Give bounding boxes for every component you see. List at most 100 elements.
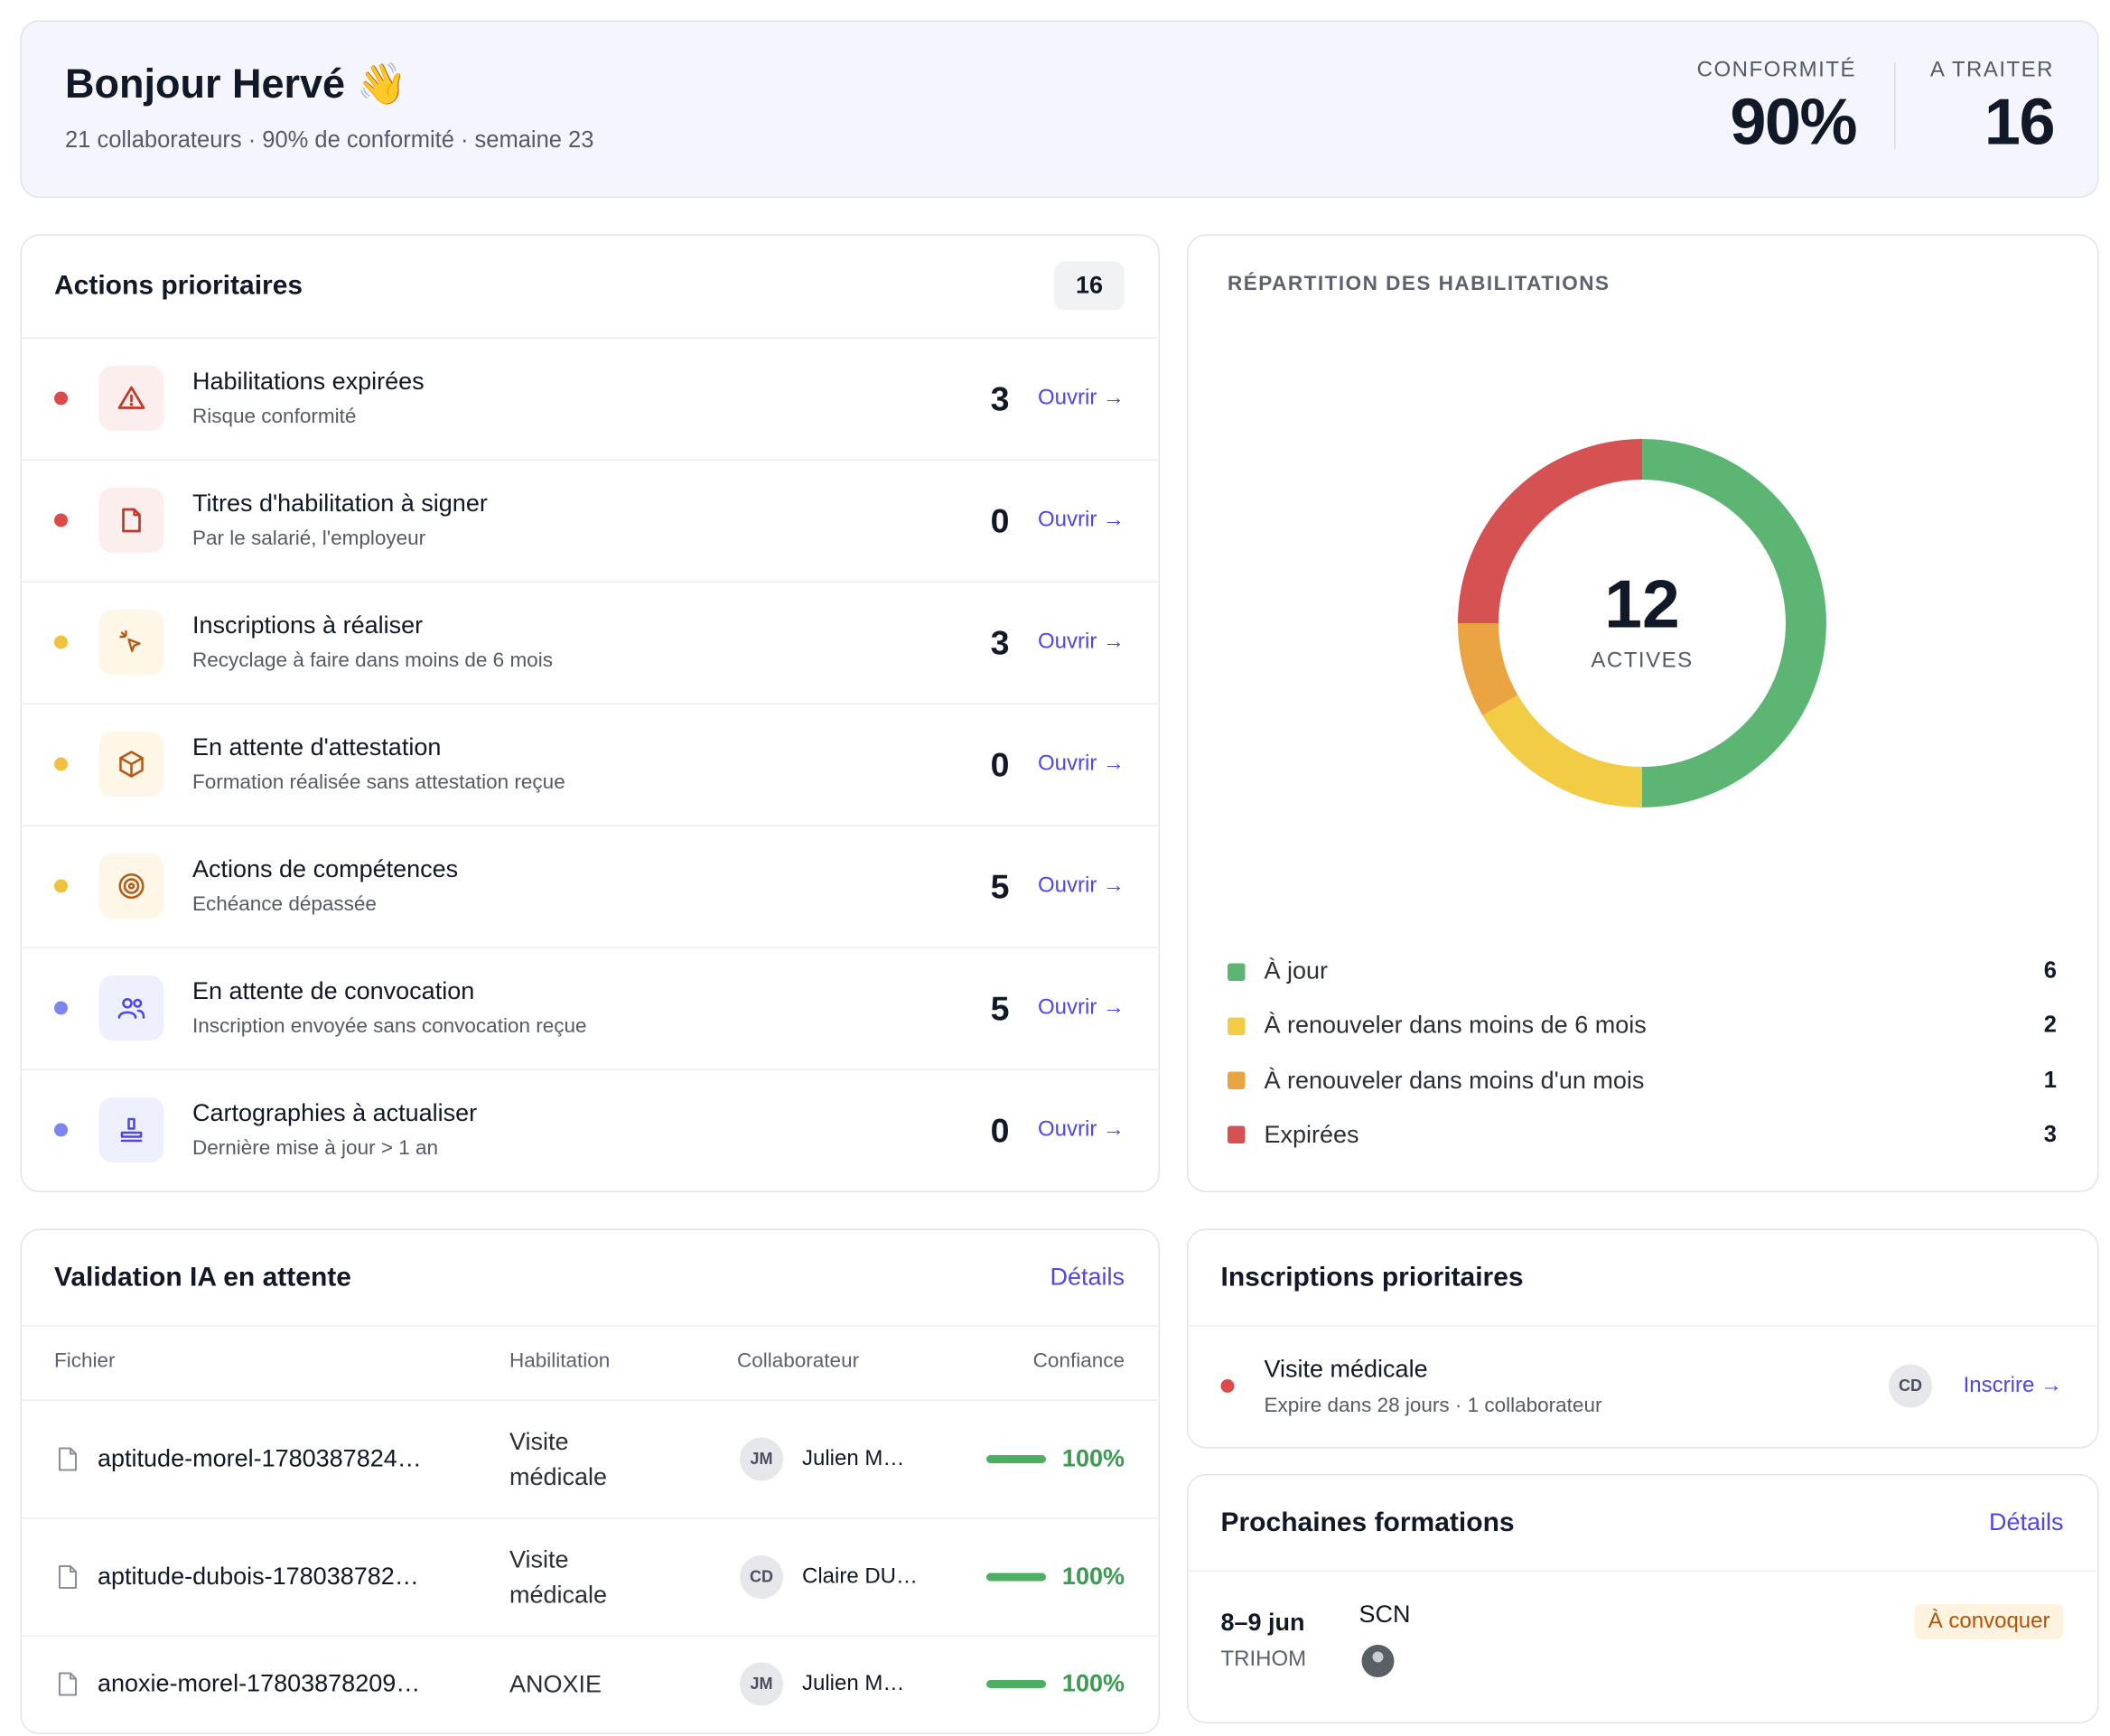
icon-shape xyxy=(58,1564,78,1589)
file-name: aptitude-dubois-178038782… xyxy=(98,1562,419,1590)
header-subtitle: 21 collaborateurs · 90% de conformité · … xyxy=(65,126,594,154)
inscriptions-card xyxy=(1187,1228,2099,1449)
icon-shape xyxy=(119,756,144,778)
divider xyxy=(20,703,1160,705)
collaborator: Claire DU… xyxy=(802,1564,919,1588)
action-icon xyxy=(119,751,144,778)
trainings-card xyxy=(1187,1474,2099,1723)
action-subtitle: Dernière mise à jour > 1 an xyxy=(192,1136,439,1161)
collaborator: Julien M… xyxy=(802,1672,905,1696)
actions-title: Actions prioritaires xyxy=(54,271,303,301)
legend-value: 3 xyxy=(2043,1121,2057,1148)
action-subtitle: Inscription envoyée sans convocation reç… xyxy=(192,1014,587,1039)
open-link[interactable]: Ouvrir → xyxy=(1038,996,1125,1020)
divider xyxy=(20,1517,1160,1519)
training-name: SCN xyxy=(1358,1600,1411,1628)
severity-dot xyxy=(54,1123,68,1137)
icon-box xyxy=(98,1097,164,1162)
action-title: Inscriptions à réaliser xyxy=(192,611,424,639)
details-link[interactable]: Détails xyxy=(1988,1507,2064,1535)
divider xyxy=(20,337,1160,339)
avatar-initials: JM xyxy=(750,1674,773,1694)
header-card xyxy=(20,20,2099,198)
action-subtitle: Risque conformité xyxy=(192,405,357,429)
file-name: anoxie-morel-17803878209… xyxy=(98,1669,421,1697)
divider xyxy=(20,1069,1160,1070)
donut-total-label: ACTIVES xyxy=(1591,649,1694,673)
file-name: aptitude-morel-1780387824… xyxy=(98,1443,422,1471)
donut-segment xyxy=(1458,439,1643,624)
divider xyxy=(20,1399,1160,1401)
column-header: Confiance xyxy=(1032,1349,1125,1373)
open-link[interactable]: Ouvrir → xyxy=(1038,1118,1125,1142)
action-title: Actions de compétences xyxy=(192,854,459,882)
validation-card xyxy=(20,1228,1160,1734)
divider xyxy=(20,947,1160,948)
divider xyxy=(20,825,1160,826)
kpi-label: A TRAITER xyxy=(1929,59,2054,82)
habilitation: Visite médicale xyxy=(509,1427,608,1490)
column-header: Fichier xyxy=(54,1349,116,1373)
icon-shape xyxy=(119,630,127,639)
count-badge: 16 xyxy=(1054,261,1125,311)
icon-shape xyxy=(117,1011,137,1019)
action-count: 0 xyxy=(990,1112,1010,1151)
action-icon xyxy=(120,1117,143,1143)
severity-dot xyxy=(54,391,68,406)
icon-shape xyxy=(129,402,134,406)
divider xyxy=(20,1325,1160,1327)
severity-dot xyxy=(54,513,68,527)
kpi-value: 90% xyxy=(1730,87,1857,159)
details-link[interactable]: Détails xyxy=(1050,1263,1125,1291)
legend-label: À renouveler dans moins de 6 mois xyxy=(1264,1011,1647,1039)
greeting: Bonjour Hervé 👋 xyxy=(65,62,407,107)
action-icon xyxy=(122,508,141,533)
status-badge: À convoquer xyxy=(1914,1604,2064,1639)
column-header: Habilitation xyxy=(509,1349,611,1373)
severity-dot xyxy=(54,879,68,893)
legend-swatch xyxy=(1228,962,1246,981)
icon-shape xyxy=(136,1009,145,1019)
severity-dot xyxy=(54,757,68,771)
avatar: JM xyxy=(740,1436,783,1480)
confidence-bar xyxy=(986,1572,1046,1581)
inscriptions-title: Inscriptions prioritaires xyxy=(1220,1263,1524,1293)
avatar: JM xyxy=(740,1662,783,1706)
confidence-bar xyxy=(986,1680,1046,1688)
distribution-card xyxy=(1187,234,2099,1192)
severity-dot xyxy=(1220,1379,1235,1393)
open-link[interactable]: Ouvrir → xyxy=(1038,752,1125,776)
register-link[interactable]: Inscrire → xyxy=(1963,1374,2062,1398)
icon-box xyxy=(98,854,164,919)
kpi-divider xyxy=(1894,62,1896,149)
divider xyxy=(1187,1570,2099,1572)
action-title: Titres d'habilitation à signer xyxy=(192,489,488,517)
legend-swatch xyxy=(1228,1071,1246,1090)
icon-shape xyxy=(122,997,133,1009)
action-subtitle: Recyclage à faire dans moins de 6 mois xyxy=(192,649,553,673)
action-icon xyxy=(119,630,141,652)
open-link[interactable]: Ouvrir → xyxy=(1038,387,1125,410)
trainings-title: Prochaines formations xyxy=(1220,1507,1515,1538)
open-link[interactable]: Ouvrir → xyxy=(1038,630,1125,654)
action-title: En attente d'attestation xyxy=(192,733,442,761)
open-link[interactable]: Ouvrir → xyxy=(1038,509,1125,532)
action-count: 3 xyxy=(990,380,1010,419)
training-date: 8–9 jun xyxy=(1220,1608,1305,1636)
severity-dot xyxy=(54,1001,68,1015)
legend-swatch xyxy=(1228,1126,1246,1144)
action-title: Habilitations expirées xyxy=(192,367,425,395)
severity-dot xyxy=(54,635,68,649)
icon-shape xyxy=(127,638,141,652)
legend-label: À jour xyxy=(1264,957,1329,985)
open-link[interactable]: Ouvrir → xyxy=(1038,874,1125,898)
donut-total: 12 xyxy=(1604,566,1680,642)
divider xyxy=(1187,1325,2099,1327)
action-count: 0 xyxy=(990,746,1010,785)
divider xyxy=(20,581,1160,583)
action-subtitle: Formation réalisée sans attestation reçu… xyxy=(192,770,565,795)
confidence-label: 100% xyxy=(1061,1562,1125,1590)
icon-shape xyxy=(58,1446,78,1470)
